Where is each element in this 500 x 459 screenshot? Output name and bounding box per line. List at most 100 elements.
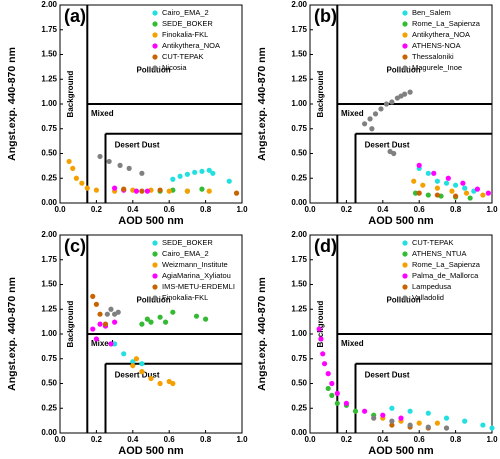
legend-marker: [402, 262, 408, 268]
x-tick-label: 1.0: [236, 435, 248, 444]
data-point: [445, 175, 451, 181]
data-point: [112, 319, 118, 325]
data-point: [485, 190, 491, 196]
x-tick-label: 0.4: [377, 205, 389, 214]
legend-label: SEDE_BOKER: [162, 238, 213, 247]
panel-label: (c): [64, 236, 86, 256]
legend-label: ATHENS_NTUA: [412, 249, 466, 258]
data-point: [462, 418, 468, 424]
y-tick-label: 1.00: [291, 99, 307, 108]
legend-label: Lampedusa: [412, 282, 452, 291]
data-point: [391, 150, 397, 157]
legend-label: SEDE_BOKER: [162, 19, 213, 28]
data-point: [117, 162, 123, 168]
data-point: [462, 185, 468, 191]
y-axis-label: Angst.exp. 440-870 nm: [6, 277, 18, 391]
x-axis-label: AOD 500 nm: [368, 215, 434, 227]
legend-label: Antikythera_NOA: [412, 30, 470, 39]
data-point: [343, 400, 349, 406]
y-tick-label: 1.50: [41, 280, 57, 289]
y-tick-label: 1.00: [41, 99, 57, 108]
data-point: [389, 418, 395, 424]
y-tick-label: 2.00: [291, 0, 307, 9]
data-point: [139, 321, 145, 327]
data-point: [112, 341, 118, 347]
data-point: [449, 188, 455, 194]
data-point: [148, 375, 154, 382]
data-point: [320, 351, 326, 357]
legend-marker: [402, 43, 408, 49]
data-point: [97, 311, 103, 317]
data-point: [97, 321, 103, 327]
legend-marker: [402, 32, 408, 38]
data-point: [104, 311, 110, 317]
data-point: [467, 195, 473, 201]
data-point: [453, 182, 459, 188]
data-point: [318, 336, 324, 342]
legend-marker: [152, 240, 158, 246]
region-label: Mixed: [341, 339, 364, 348]
data-point: [480, 192, 486, 198]
data-point: [453, 193, 459, 199]
x-tick-label: 0.4: [127, 435, 139, 444]
y-tick-label: 0.00: [291, 198, 307, 207]
x-tick-label: 1.0: [236, 205, 248, 214]
data-point: [474, 186, 481, 192]
x-tick-label: 0.6: [414, 205, 426, 214]
y-tick-label: 0.25: [41, 403, 57, 412]
data-point: [425, 170, 431, 176]
data-point: [369, 126, 375, 132]
legend-label: Palma_de_Mallorca: [412, 271, 479, 280]
panel-label: (b): [314, 6, 337, 26]
legend-marker: [152, 295, 158, 301]
legend-label: Finokalia-FKL: [162, 30, 208, 39]
data-point: [407, 89, 413, 95]
legend-marker: [402, 295, 408, 301]
x-axis-label: AOD 500 nm: [368, 445, 434, 457]
data-point: [325, 385, 331, 392]
x-tick-label: 0.0: [304, 205, 316, 214]
data-point: [93, 187, 99, 193]
data-point: [480, 422, 486, 428]
legend-marker: [402, 240, 408, 246]
legend-marker: [402, 54, 408, 60]
x-tick-label: 0.8: [200, 435, 212, 444]
data-point: [372, 111, 379, 117]
legend-marker: [152, 273, 158, 279]
region-label: Mixed: [91, 109, 114, 118]
x-tick-label: 0.2: [341, 435, 353, 444]
data-point: [121, 351, 127, 357]
data-point: [416, 162, 422, 168]
region-label: Background: [316, 71, 325, 118]
data-point: [210, 170, 216, 176]
data-point: [325, 371, 331, 377]
data-point: [434, 420, 440, 426]
legend-label: Cairo_EMA_2: [162, 249, 209, 258]
y-tick-label: 1.50: [41, 50, 57, 59]
panel-label: (a): [64, 6, 86, 26]
data-point: [371, 415, 377, 421]
y-tick-label: 1.50: [291, 50, 307, 59]
x-tick-label: 0.2: [91, 435, 103, 444]
legend-marker: [402, 21, 408, 27]
data-point: [144, 316, 150, 322]
data-point: [192, 169, 198, 175]
legend-label: Nicosia: [162, 63, 187, 72]
legend-marker: [152, 10, 158, 16]
data-point: [108, 341, 114, 347]
legend-label: Rome_La_Sapienza: [412, 260, 481, 269]
data-point: [139, 188, 145, 194]
data-point: [463, 190, 470, 196]
y-tick-label: 2.00: [41, 0, 57, 9]
data-point: [329, 392, 335, 398]
legend-label: Valladolid: [412, 293, 444, 302]
data-point: [329, 380, 335, 387]
x-tick-label: 0.4: [377, 435, 389, 444]
x-tick-label: 0.6: [414, 435, 426, 444]
data-point: [115, 309, 121, 315]
legend-label: CUT-TEPAK: [412, 238, 454, 247]
x-tick-label: 0.4: [127, 205, 139, 214]
legend-marker: [152, 54, 158, 60]
legend-marker: [402, 251, 408, 257]
